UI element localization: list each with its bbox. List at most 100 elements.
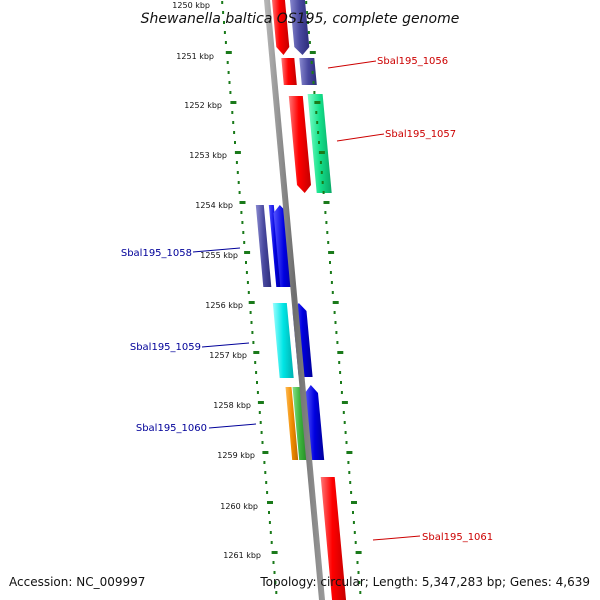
- ruler-tick-outer: [319, 161, 322, 164]
- gene-label-sbal195-1061[interactable]: Sbal195_1061: [372, 532, 493, 543]
- ruler-tick-inner: [240, 211, 243, 214]
- gene-arrow-sbal195-1058-a[interactable]: [255, 205, 272, 287]
- gene-arrow-sbal195-1060-a[interactable]: [285, 387, 299, 460]
- ruler-tick-inner: [229, 91, 232, 94]
- tick-label-1261: 1261 kbp: [223, 551, 261, 560]
- gene-arrow-sbal195-1058-c[interactable]: [268, 205, 282, 287]
- ruler-tick-outer: [352, 521, 355, 524]
- ruler-tick-outer: [328, 251, 335, 254]
- ruler-tick-outer: [344, 431, 347, 434]
- ruler-tick-outer: [358, 581, 361, 584]
- ruler-tick-inner: [246, 281, 249, 284]
- ruler-tick-outer: [333, 311, 336, 314]
- gene-label-sbal195-1058[interactable]: Sbal195_1058: [121, 247, 241, 259]
- ruler-tick-inner: [228, 81, 231, 84]
- gene-arrow-sbal195-1060-b[interactable]: [292, 387, 308, 460]
- ruler-tick-inner: [257, 401, 264, 404]
- ruler-tick-inner: [270, 541, 273, 544]
- ruler-tick-inner: [254, 361, 257, 364]
- ruler-tick-outer: [347, 461, 350, 464]
- tick-labels: 1250 kbp 1251 kbp 1252 kbp 1253 kbp 1254…: [172, 1, 261, 560]
- ruler-tick-outer: [322, 191, 325, 194]
- ruler-tick-outer: [338, 361, 341, 364]
- gene-label-text: Sbal195_1058: [121, 248, 192, 259]
- ruler-tick-inner: [245, 261, 247, 264]
- genome-backbone: [264, 0, 325, 600]
- ruler-tick-outer: [325, 221, 328, 224]
- ruler-tick-outer: [353, 531, 356, 534]
- ruler-tick-outer: [331, 291, 334, 294]
- gene-label-text: Sbal195_1056: [377, 56, 448, 67]
- ruler-tick-inner: [238, 191, 241, 194]
- ruler-tick-outer: [318, 141, 320, 144]
- ruler-tick-inner: [224, 41, 227, 44]
- ruler-tick-outer: [345, 441, 348, 444]
- gene-label-sbal195-1060[interactable]: Sbal195_1060: [136, 423, 257, 434]
- tick-label-1250: 1250 kbp: [172, 1, 210, 10]
- ruler-tick-outer: [329, 261, 331, 264]
- ruler-tick-inner: [222, 11, 225, 14]
- ruler-tick-inner: [245, 271, 248, 274]
- tick-label-1255: 1255 kbp: [200, 251, 238, 260]
- ruler-tick-outer: [337, 351, 344, 354]
- ruler-tick-outer: [316, 121, 319, 124]
- ruler-tick-outer: [320, 171, 323, 174]
- gene-label-sbal195-1057[interactable]: Sbal195_1057: [336, 129, 456, 142]
- ruler-tick-outer: [346, 451, 353, 454]
- ruler-tick-inner: [272, 561, 275, 564]
- ruler-tick-inner: [258, 411, 261, 414]
- ruler-tick-inner: [235, 161, 238, 164]
- ruler-tick-inner: [268, 521, 271, 524]
- gene-arrow-sbal195-1056-a[interactable]: [281, 58, 297, 85]
- ruler-tick-inner: [251, 331, 254, 334]
- ruler-tick-inner: [252, 341, 255, 344]
- gene-arrow-sbal195-1055-b[interactable]: [289, 0, 310, 55]
- tick-label-1253: 1253 kbp: [189, 151, 227, 160]
- ruler-tick-outer: [323, 201, 330, 204]
- ruler-tick-outer: [332, 301, 339, 304]
- ruler-tick-inner: [244, 251, 251, 254]
- gene-label-text: Sbal195_1059: [130, 342, 201, 353]
- map-title: Shewanella baltica OS195, complete genom…: [141, 11, 460, 27]
- ruler-tick-outer: [321, 181, 324, 184]
- ruler-tick-inner: [273, 571, 276, 574]
- ruler-tick-outer: [305, 1, 308, 4]
- ruler-tick-outer: [317, 131, 320, 134]
- ruler-tick-outer: [343, 421, 346, 424]
- ruler-tick-outer: [336, 341, 339, 344]
- ruler-tick-inner: [266, 491, 269, 494]
- gene-arrow-sbal195-1055-a[interactable]: [271, 0, 290, 55]
- ruler-tick-inner: [230, 101, 237, 104]
- gene-arrow-sbal195-1061[interactable]: [320, 477, 347, 600]
- gene-arrow-sbal195-1057-a[interactable]: [288, 96, 311, 193]
- ruler-tick-inner: [268, 511, 270, 514]
- tick-label-1256: 1256 kbp: [205, 301, 243, 310]
- tick-label-1258: 1258 kbp: [213, 401, 251, 410]
- ruler-tick-outer: [340, 391, 343, 394]
- accession-text: Accession: NC_009997: [9, 575, 146, 589]
- ruler-tick-outer: [356, 561, 359, 564]
- ruler-tick-inner: [227, 71, 230, 74]
- ruler-tick-inner: [274, 581, 277, 584]
- ruler-tick-outer: [307, 21, 309, 24]
- ruler-tick-inner: [243, 241, 246, 244]
- gene-arrow-sbal195-1056-b[interactable]: [299, 58, 317, 85]
- ruler-tick-outer: [350, 491, 353, 494]
- ruler-tick-inner: [271, 551, 278, 554]
- ruler-tick-inner: [250, 321, 253, 324]
- ruler-tick-inner: [239, 201, 246, 204]
- ruler-tick-inner: [223, 21, 225, 24]
- ruler-tick-outer: [357, 571, 360, 574]
- ruler-tick-outer: [354, 541, 357, 544]
- gene-label-text: Sbal195_1060: [136, 423, 207, 434]
- tick-label-1260: 1260 kbp: [220, 502, 258, 511]
- gene-label-sbal195-1059[interactable]: Sbal195_1059: [130, 342, 250, 353]
- ruler-tick-outer: [313, 91, 316, 94]
- ruler-tick-outer: [330, 281, 333, 284]
- gene-label-sbal195-1056[interactable]: Sbal195_1056: [327, 56, 448, 69]
- ruler-tick-inner: [248, 301, 255, 304]
- ruler-tick-inner: [249, 311, 252, 314]
- gene-arrow-sbal195-1059-a[interactable]: [272, 303, 294, 378]
- ruler-tick-outer: [306, 11, 309, 14]
